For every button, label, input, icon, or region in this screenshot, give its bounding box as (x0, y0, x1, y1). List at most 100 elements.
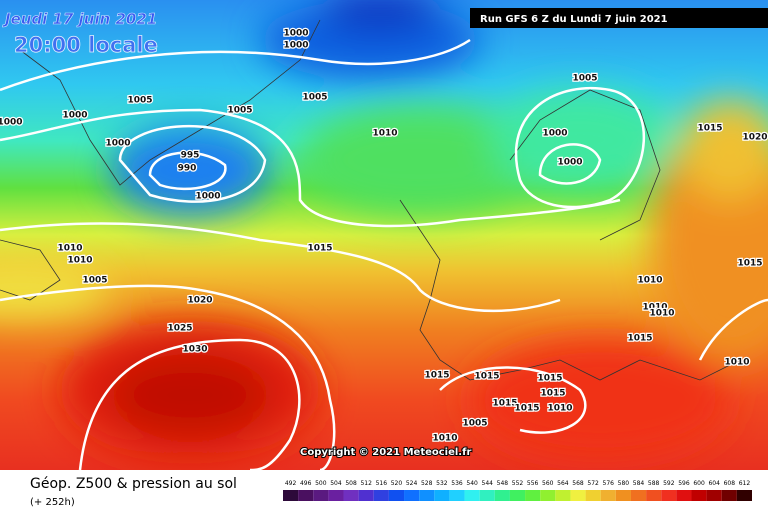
scale-label: 544 (482, 480, 494, 487)
scale-label: 572 (587, 480, 599, 487)
isobar-label: 1000 (283, 41, 308, 51)
isobar-label: 1010 (642, 303, 667, 313)
isobar-label: 995 (181, 151, 200, 161)
scale-label: 508 (345, 480, 357, 487)
color-swatch (646, 490, 662, 501)
copyright: Copyright © 2021 Meteociel.fr (300, 447, 471, 458)
footer-lead: (+ 252h) (30, 497, 75, 508)
scale-label: 596 (678, 480, 690, 487)
color-swatch (525, 490, 541, 501)
color-swatch (358, 490, 374, 501)
isobar-label: 1005 (227, 106, 252, 116)
run: Run GFS 6 Z du Lundi 7 juin 2021 (480, 14, 668, 25)
color-swatch (313, 490, 329, 501)
isobar-label: 1005 (572, 74, 597, 84)
color-swatch (555, 490, 571, 501)
isobar-label: 1020 (742, 133, 767, 143)
color-swatch (509, 490, 526, 501)
isobar-label: 1015 (537, 374, 562, 384)
color-swatch (464, 490, 480, 501)
scale-label: 608 (724, 480, 736, 487)
isobar-label: 1010 (547, 404, 572, 414)
scale-label: 548 (497, 480, 509, 487)
color-swatch (434, 490, 450, 501)
isobar-label: 1020 (187, 296, 212, 306)
isobar-label: 1015 (540, 389, 565, 399)
color-swatch (540, 490, 556, 501)
isobar-label: 1015 (627, 334, 652, 344)
scale-label: 604 (708, 480, 720, 487)
scale-label: 540 (466, 480, 478, 487)
scale-label: 516 (376, 480, 388, 487)
scale-label: 552 (512, 480, 524, 487)
isobar-label: 1015 (474, 372, 499, 382)
color-swatch (449, 490, 465, 501)
color-swatch (373, 490, 389, 501)
scale-label: 556 (527, 480, 539, 487)
color-swatch (706, 490, 722, 501)
scale-label: 584 (633, 480, 645, 487)
run-box (470, 8, 768, 28)
color-swatch (494, 490, 510, 501)
isobar-label: 1030 (182, 345, 207, 355)
isobar-label: 1010 (637, 276, 662, 286)
color-swatch (585, 490, 601, 501)
scale-label: 520 (391, 480, 403, 487)
coastlines (0, 19, 741, 381)
isobar-label: 1000 (105, 139, 130, 149)
color-swatch (419, 490, 435, 501)
scale-label: 592 (663, 480, 675, 487)
scale-label: 492 (285, 480, 297, 487)
isobar-label: 1025 (167, 324, 192, 334)
scale-label: 528 (421, 480, 433, 487)
footer-title: Géop. Z500 & pression au sol (30, 476, 237, 492)
scale-label: 600 (693, 480, 705, 487)
isobar-label: 1000 (283, 29, 308, 39)
scale-label: 536 (451, 480, 463, 487)
date: Jeudi 17 juin 2021 (2, 10, 157, 28)
color-scale: 492 496 500 504 508 512 516 520 524 528 532 536 540 5… (283, 480, 752, 501)
scale-label: 532 (436, 480, 448, 487)
isobar-label: 1005 (82, 276, 107, 286)
isobar-label: 1010 (432, 434, 457, 444)
scale-label: 588 (648, 480, 660, 487)
isobar-label: 1005 (462, 419, 487, 429)
color-swatch (600, 490, 616, 501)
isobar-label: 1000 (0, 118, 23, 128)
isobar-label: 990 (178, 164, 197, 174)
isobar-label: 1000 (62, 111, 87, 121)
scale-label: 612 (739, 480, 751, 487)
scale-label: 496 (300, 480, 312, 487)
color-swatch (404, 490, 420, 501)
time: 20:00 locale (14, 33, 158, 57)
color-swatch (570, 490, 586, 501)
isobar-label: 1005 (302, 93, 327, 103)
isobar-label: 1000 (195, 192, 220, 202)
color-swatch (388, 490, 405, 501)
color-swatch (691, 490, 707, 501)
color-swatch (283, 490, 299, 501)
isobar-labels: 1000 1000 1005 1000 1000 1005 1005 1005 1010 1000… (0, 27, 768, 445)
color-swatch (630, 490, 647, 501)
isobar-label: 1010 (724, 358, 749, 368)
scale-label: 524 (406, 480, 418, 487)
isobar-label: 1000 (542, 129, 567, 139)
color-swatch (479, 490, 495, 501)
isobar-label: 1005 (127, 96, 152, 106)
isobar-label: 1015 (737, 259, 762, 269)
isobar-label: 1015 (424, 371, 449, 381)
isobar-label: 1015 (514, 404, 539, 414)
color-swatch (328, 490, 344, 501)
isobars (0, 38, 768, 472)
color-swatch (615, 490, 631, 501)
color-swatch (721, 490, 737, 501)
scale-label: 504 (330, 480, 342, 487)
isobar-label: 1015 (697, 124, 722, 134)
field (0, 0, 768, 470)
color-swatch (676, 490, 692, 501)
scale-label: 512 (360, 480, 372, 487)
scale-label: 580 (618, 480, 630, 487)
isobar-label: 1015 (307, 244, 332, 254)
scale-label: 564 (557, 480, 569, 487)
